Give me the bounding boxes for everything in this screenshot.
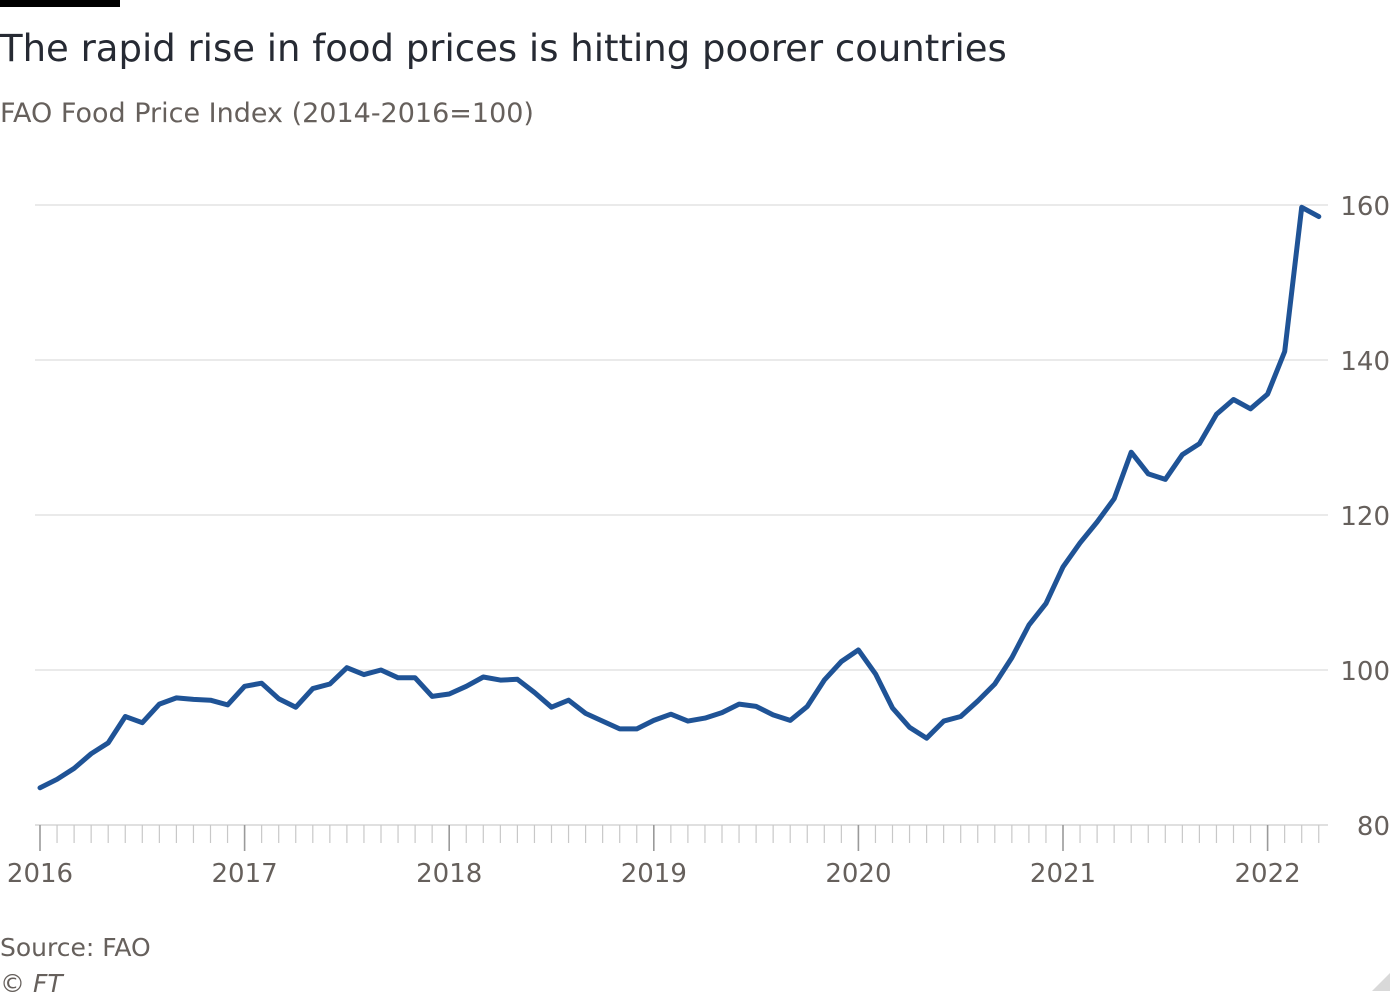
resize-corner-icon <box>1372 973 1390 991</box>
chart-title: The rapid rise in food prices is hitting… <box>0 27 1007 70</box>
y-tick-label: 80 <box>1357 812 1390 842</box>
series-layer <box>37 204 1322 791</box>
y-tick-label: 100 <box>1340 657 1390 687</box>
y-tick-label: 140 <box>1340 347 1390 377</box>
x-tick-label: 2016 <box>7 859 73 889</box>
series-line-0 <box>37 204 1322 791</box>
grid-lines <box>35 204 1328 671</box>
x-tick-label: 2021 <box>1030 859 1096 889</box>
x-tick-label: 2022 <box>1235 859 1301 889</box>
x-tick-label: 2017 <box>212 859 278 889</box>
chart-subtitle: FAO Food Price Index (2014-2016=100) <box>0 98 534 129</box>
x-axis: 2016 2017 2018 2019 2020 2021 2022 <box>7 824 1328 889</box>
x-tick-label: 2020 <box>825 859 891 889</box>
x-tick-label: 2018 <box>416 859 482 889</box>
y-axis-labels: 80 100 120 140 160 <box>1340 192 1390 842</box>
x-tick-label: 2019 <box>621 859 687 889</box>
top-accent-bar <box>0 0 120 7</box>
source-note: Source: FAO <box>0 933 151 962</box>
y-tick-label: 120 <box>1340 502 1390 532</box>
y-tick-label: 160 <box>1340 192 1390 222</box>
copyright-note: © FT <box>0 969 63 998</box>
